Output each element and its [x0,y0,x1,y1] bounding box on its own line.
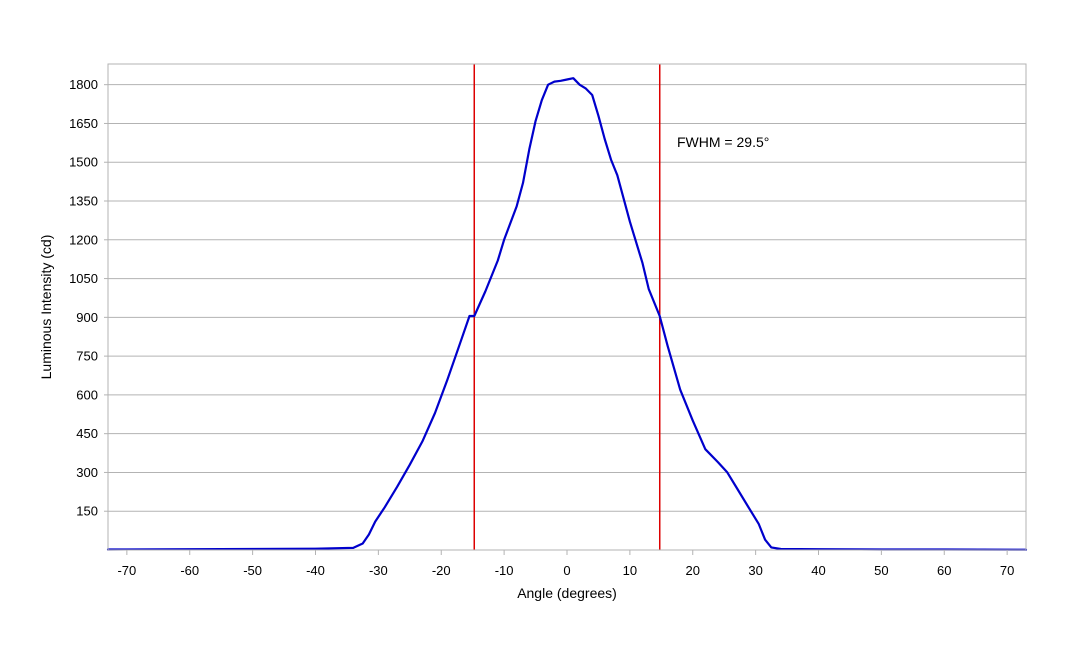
grid-layer [108,84,1026,512]
x-tick-label: -70 [117,563,136,578]
x-tick-label: 20 [686,563,700,578]
y-tick-label: 150 [76,504,98,519]
x-tick-label: 10 [623,563,637,578]
y-tick-label: 300 [76,465,98,480]
y-tick-label: 600 [76,387,98,402]
x-tick-label: -30 [369,563,388,578]
y-tick-labels: 150 300 450 600 750 900 1050 1200 1350 1500 1650 18… [69,77,108,519]
x-tick-label: -60 [180,563,199,578]
x-tick-label: -40 [306,563,325,578]
y-tick-label: 1200 [69,232,98,247]
x-tick-label: 50 [874,563,888,578]
y-axis-title: Luminous Intensity (cd) [38,235,54,380]
x-tick-label: 40 [811,563,825,578]
x-tick-label: 0 [563,563,570,578]
series-layer [106,77,1028,551]
x-tick-label: -10 [495,563,514,578]
marker-layer [473,64,661,550]
x-tick-label: 60 [937,563,951,578]
y-tick-label: 1800 [69,77,98,92]
y-tick-label: 1050 [69,271,98,286]
y-tick-label: 900 [76,310,98,325]
y-tick-label: 1500 [69,155,98,170]
x-axis-title: Angle (degrees) [517,585,617,601]
y-tick-label: 1350 [69,194,98,209]
x-tick-label: -50 [243,563,262,578]
x-tick-label: 30 [748,563,762,578]
x-tick-label: 70 [1000,563,1014,578]
intensity-series-line [106,77,1028,551]
y-tick-label: 450 [76,426,98,441]
x-tick-labels: -70 -60 -50 -40 -30 -20 -10 0 10 20 30 40 50 60 70 [117,550,1014,578]
y-tick-label: 1650 [69,116,98,131]
x-tick-label: -20 [432,563,451,578]
fwhm-annotation: FWHM = 29.5° [677,134,769,150]
y-tick-label: 750 [76,349,98,364]
